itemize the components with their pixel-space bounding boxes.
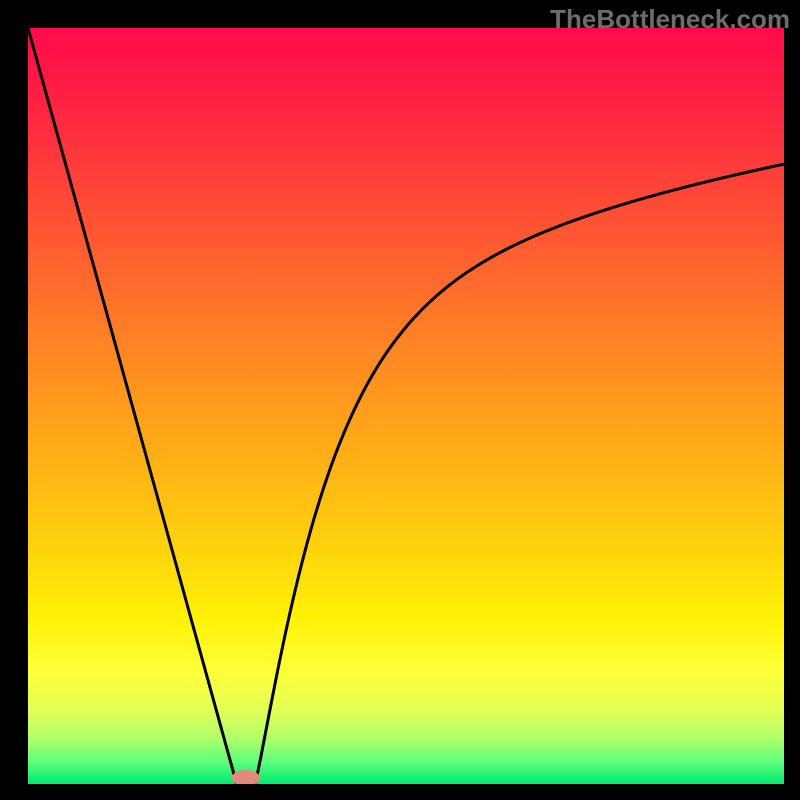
gradient-background bbox=[28, 28, 784, 784]
plot-area bbox=[28, 28, 784, 784]
chart-svg bbox=[28, 28, 784, 784]
chart-container: TheBottleneck.com bbox=[0, 0, 800, 800]
